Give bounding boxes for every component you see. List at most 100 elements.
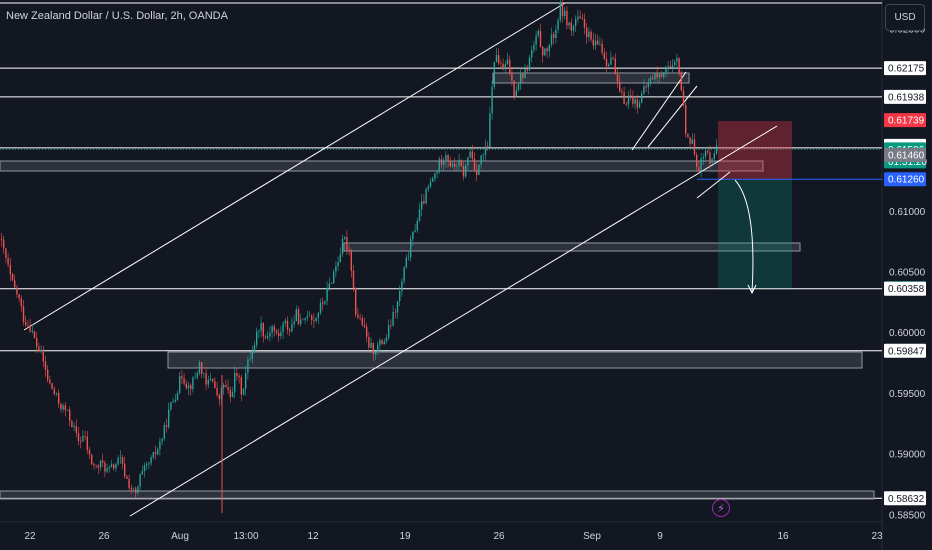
candle-body [535,35,537,45]
candle-body [638,102,641,108]
candle-body [401,281,403,292]
candle-body [390,325,392,327]
candle-body [704,151,707,157]
candle-body [192,377,194,389]
lightning-icon[interactable]: ⚡ [712,499,730,517]
candle-body [97,465,99,468]
candle-body [546,48,548,52]
candle-body [330,283,333,284]
price-label-level [884,89,926,104]
candle-body [504,64,506,70]
candle-body [407,257,410,258]
candle-body [392,311,394,326]
candle-body [183,378,185,384]
price-label-text: 0.61938 [888,92,925,103]
candle-body [159,441,161,449]
candle-body [247,359,249,373]
candle-body [77,432,80,442]
candle-body [69,409,71,421]
candle-body [416,220,418,231]
candle-body [440,159,443,165]
candle-body [693,139,696,155]
trendline-4 [696,171,731,199]
candle-body [335,266,337,272]
candle-body [130,487,132,490]
candle-body [58,392,60,404]
candle-body [581,18,583,19]
candle-body [498,55,500,64]
candle-body [608,64,610,67]
candle-body [95,464,97,466]
candle-body [33,331,36,339]
candle-body [229,390,231,398]
price-label-entry [884,172,926,187]
candle-body [460,159,462,167]
candle-body [194,377,196,379]
candle-body [42,349,44,362]
candle-body [484,146,487,155]
candle-body [654,73,656,80]
candle-body [88,449,91,455]
x-tick-label: 16 [777,531,789,542]
candle-body [115,464,117,469]
candle-body [612,57,614,59]
candle-body [240,377,242,395]
candle-body [500,63,502,64]
candle-body [249,359,251,360]
candle-body [665,68,667,73]
candle-body [616,74,619,82]
candle-body [355,288,357,315]
candle-body [143,465,146,471]
price-label-grey [884,147,926,162]
candle-body [410,239,412,258]
candle-body [445,155,447,162]
candle-body [165,425,168,427]
candle-body [491,86,493,114]
currency-button[interactable]: USD [885,4,925,31]
candle-body [66,409,69,411]
price-label-level [884,491,926,506]
candle-body [524,68,526,79]
candle-body [146,464,148,466]
candle-body [185,383,187,389]
candle-body [421,201,423,210]
candle-body [124,463,126,477]
candle-body [319,302,322,314]
candle-body [456,165,458,167]
price-label-text: 0.58632 [888,494,925,505]
candle-body [297,309,300,325]
candle-body [73,425,75,428]
candle-body [361,318,363,326]
candle-body [315,317,317,321]
candle-body [577,16,579,20]
candle-body [555,29,557,38]
candle-body [700,158,702,171]
y-tick-label: 0.61000 [889,207,926,218]
candle-body [231,392,234,398]
candle-body [306,316,308,319]
candle-body [388,325,390,338]
candle-body [264,336,267,338]
candle-body [359,317,361,319]
candle-body [696,154,698,167]
candle-body [258,330,260,332]
candle-body [212,378,214,382]
x-tick-label: Sep [583,531,601,542]
candle-body [627,95,630,105]
candle-body [110,464,113,468]
candle-body [322,302,324,304]
candle-body [663,72,665,77]
candle-body [526,68,528,71]
candle-body [548,44,550,52]
candle-body [436,171,438,174]
candle-body [559,2,561,21]
candle-body [586,27,588,38]
candle-body [368,336,370,348]
candle-body [370,342,372,348]
candle-body [590,31,592,40]
candle-body [117,458,119,465]
candle-body [31,331,33,332]
candle-body [643,86,645,94]
candle-body [207,380,209,385]
